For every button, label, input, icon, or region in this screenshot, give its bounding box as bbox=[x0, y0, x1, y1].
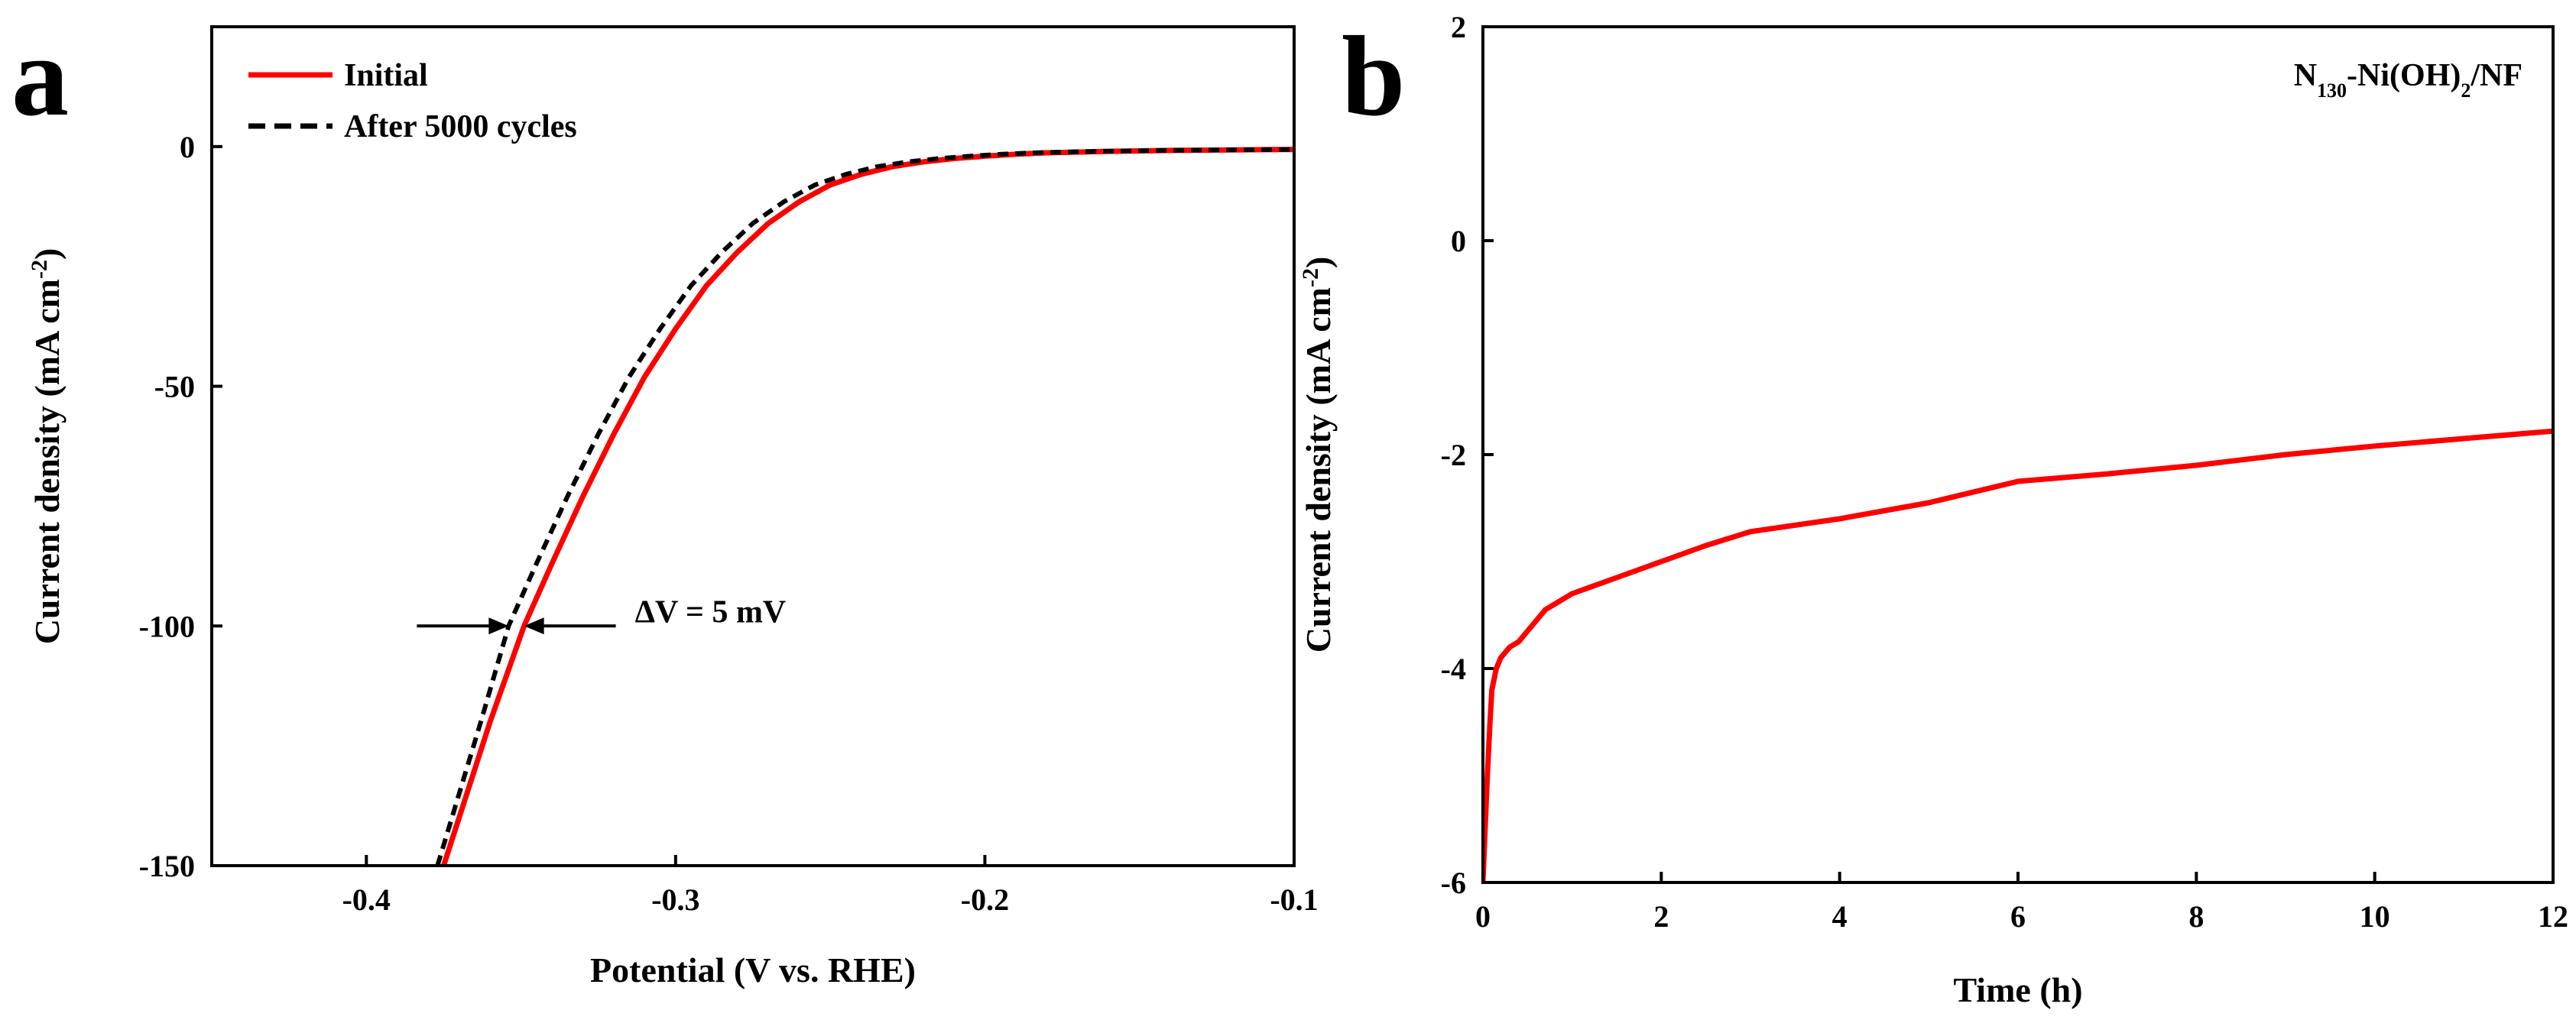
x-tick-label: 6 bbox=[2010, 899, 2026, 934]
chart-panel-b: 0 2 4 6 8 10 12 2 0 -2 -4 -6 Time (h) Current densi… bbox=[1298, 10, 2569, 1009]
panel-a-x-axis-label: Potential (V vs. RHE) bbox=[590, 950, 916, 989]
y-tick-label: -100 bbox=[139, 609, 195, 643]
panel-b-ticks: 0 2 4 6 8 10 12 2 0 -2 -4 -6 bbox=[1441, 10, 2568, 934]
panel-a-series-layer bbox=[435, 147, 1294, 866]
y-tick-label: 0 bbox=[180, 130, 195, 164]
panel-a-legend: Initial After 5000 cycles bbox=[248, 58, 577, 144]
x-tick-label: 2 bbox=[1653, 899, 1669, 934]
x-tick-label: -0.3 bbox=[651, 882, 699, 917]
delta-v-label: ΔV = 5 mV bbox=[635, 594, 787, 630]
delta-v-right-arrow-head bbox=[524, 617, 544, 635]
sample-label-end: /NF bbox=[2470, 58, 2522, 93]
x-tick-label: 4 bbox=[1832, 899, 1848, 934]
panel-a-y-label-sup: -2 bbox=[27, 260, 52, 279]
chart-panel-a: -0.4 -0.3 -0.2 -0.1 0 -50 -100 -150 Potential (… bbox=[27, 25, 1319, 989]
sample-label-main: N bbox=[2294, 58, 2317, 93]
panel-b-sample-label: N130-Ni(OH)2/NF bbox=[2294, 58, 2522, 102]
panel-b-y-label-sup: -2 bbox=[1298, 268, 1323, 287]
panel-a-ticks: -0.4 -0.3 -0.2 -0.1 0 -50 -100 -150 bbox=[139, 130, 1319, 917]
legend-label-after: After 5000 cycles bbox=[344, 109, 577, 144]
panel-b-y-label-end: ) bbox=[1299, 257, 1338, 268]
x-tick-label: -0.1 bbox=[1270, 882, 1318, 917]
panel-b-y-label-main: Current density (mA cm bbox=[1299, 287, 1338, 652]
y-tick-label: -50 bbox=[154, 370, 195, 404]
panel-b-x-axis-label: Time (h) bbox=[1953, 970, 2082, 1009]
panel-a-y-axis-label: Current density (mA cm-2) bbox=[27, 248, 67, 645]
y-tick-label: 0 bbox=[1451, 224, 1466, 258]
x-tick-label: 0 bbox=[1475, 899, 1491, 934]
panel-b-plot-frame bbox=[1481, 25, 2555, 884]
y-tick-label: -6 bbox=[1441, 866, 1466, 900]
panel-b-y-axis-label: Current density (mA cm-2) bbox=[1298, 257, 1338, 653]
panel-a-y-label-main: Current density (mA cm bbox=[28, 279, 67, 644]
series-line-secondary bbox=[435, 147, 1294, 866]
sample-label-sub2: 2 bbox=[2461, 79, 2471, 102]
x-tick-label: -0.4 bbox=[342, 882, 391, 917]
series-line-primary bbox=[1483, 428, 2553, 882]
panel-a-delta-v-annotation: ΔV = 5 mV bbox=[417, 594, 787, 635]
panel-a-plot-frame bbox=[210, 25, 1296, 867]
y-tick-label: -4 bbox=[1441, 652, 1466, 686]
panel-b-series-layer bbox=[1483, 428, 2553, 882]
sample-label-mid: -Ni(OH) bbox=[2347, 58, 2461, 93]
x-tick-label: -0.2 bbox=[961, 882, 1009, 917]
x-tick-label: 8 bbox=[2188, 899, 2204, 934]
series-line-primary bbox=[441, 147, 1294, 866]
sample-label-sub1: 130 bbox=[2317, 79, 2347, 102]
delta-v-left-arrow-head bbox=[488, 617, 509, 635]
panel-label-b: b bbox=[1342, 13, 1405, 140]
y-tick-label: 2 bbox=[1451, 10, 1466, 44]
y-tick-label: -150 bbox=[139, 849, 195, 883]
panel-label-a: a bbox=[11, 13, 69, 140]
y-tick-label: -2 bbox=[1441, 438, 1466, 472]
panel-a-y-label-end: ) bbox=[28, 248, 67, 260]
legend-label-initial: Initial bbox=[344, 58, 428, 93]
x-tick-label: 12 bbox=[2538, 899, 2568, 934]
x-tick-label: 10 bbox=[2360, 899, 2390, 934]
